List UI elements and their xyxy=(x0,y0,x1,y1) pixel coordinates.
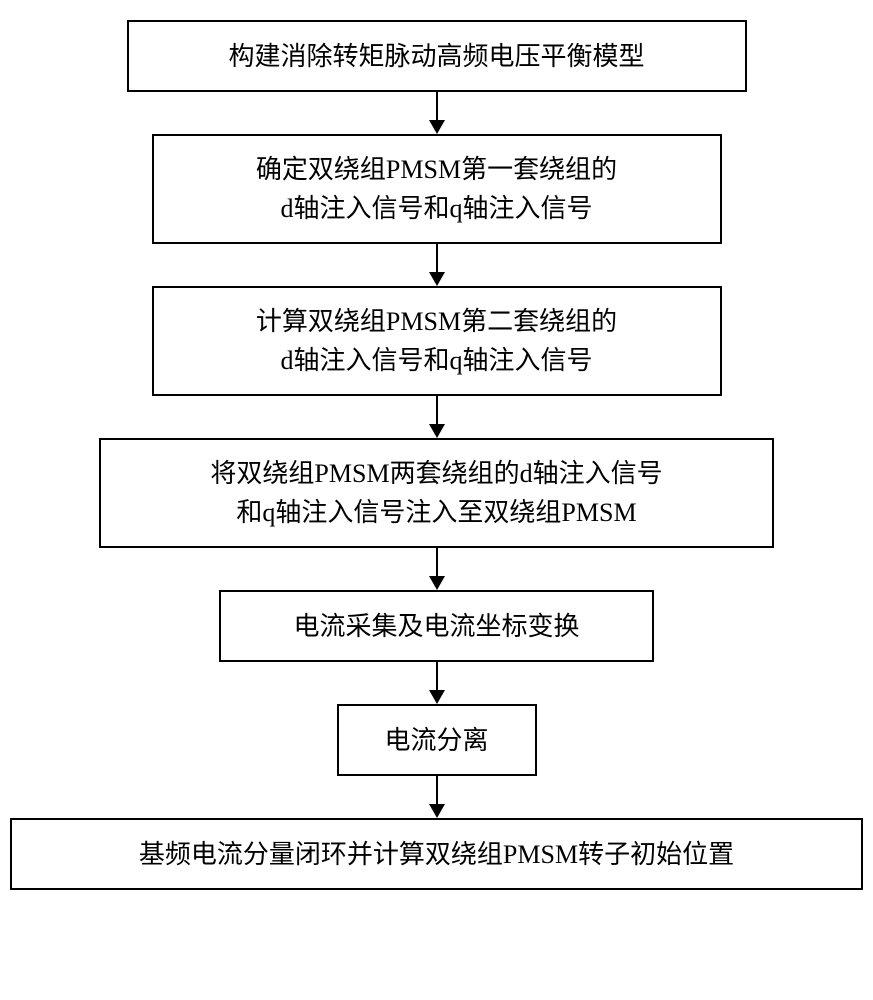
arrow-head xyxy=(429,804,445,818)
node-text-line: d轴注入信号和q轴注入信号 xyxy=(280,341,592,380)
arrow-shaft xyxy=(436,244,438,272)
arrow-head xyxy=(429,424,445,438)
arrow-shaft xyxy=(436,396,438,424)
arrow-head xyxy=(429,690,445,704)
node-text-line: 电流分离 xyxy=(384,721,488,760)
node-text-line: 基频电流分量闭环并计算双绕组PMSM转子初始位置 xyxy=(139,835,734,874)
node-text-line: d轴注入信号和q轴注入信号 xyxy=(280,189,592,228)
arrow-down-icon xyxy=(429,662,445,704)
node-text-line: 电流采集及电流坐标变换 xyxy=(293,607,579,646)
flowchart-container: 构建消除转矩脉动高频电压平衡模型确定双绕组PMSM第一套绕组的d轴注入信号和q轴… xyxy=(0,20,873,890)
flowchart-node-n4: 将双绕组PMSM两套绕组的d轴注入信号和q轴注入信号注入至双绕组PMSM xyxy=(99,438,774,548)
flowchart-node-n5: 电流采集及电流坐标变换 xyxy=(219,590,654,662)
flowchart-node-n1: 构建消除转矩脉动高频电压平衡模型 xyxy=(127,20,747,92)
flowchart-node-n6: 电流分离 xyxy=(337,704,537,776)
arrow-head xyxy=(429,576,445,590)
arrow-shaft xyxy=(436,776,438,804)
node-text-line: 将双绕组PMSM两套绕组的d轴注入信号 xyxy=(210,454,662,493)
arrow-shaft xyxy=(436,548,438,576)
node-text-line: 计算双绕组PMSM第二套绕组的 xyxy=(256,302,617,341)
node-text-line: 和q轴注入信号注入至双绕组PMSM xyxy=(236,493,636,532)
node-text-line: 确定双绕组PMSM第一套绕组的 xyxy=(256,150,617,189)
flowchart-node-n2: 确定双绕组PMSM第一套绕组的d轴注入信号和q轴注入信号 xyxy=(152,134,722,244)
arrow-down-icon xyxy=(429,92,445,134)
node-text-line: 构建消除转矩脉动高频电压平衡模型 xyxy=(228,37,644,76)
arrow-down-icon xyxy=(429,244,445,286)
arrow-down-icon xyxy=(429,776,445,818)
arrow-shaft xyxy=(436,92,438,120)
arrow-head xyxy=(429,272,445,286)
flowchart-node-n3: 计算双绕组PMSM第二套绕组的d轴注入信号和q轴注入信号 xyxy=(152,286,722,396)
arrow-head xyxy=(429,120,445,134)
arrow-down-icon xyxy=(429,548,445,590)
arrow-down-icon xyxy=(429,396,445,438)
arrow-shaft xyxy=(436,662,438,690)
flowchart-node-n7: 基频电流分量闭环并计算双绕组PMSM转子初始位置 xyxy=(10,818,863,890)
